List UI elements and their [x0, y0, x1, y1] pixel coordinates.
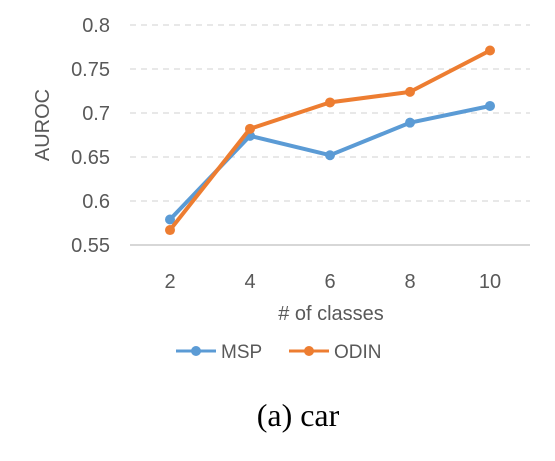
x-axis-label: # of classes [278, 303, 384, 325]
data-point-msp [405, 117, 415, 128]
series-line-msp [168, 104, 492, 222]
x-tick-label: 6 [324, 271, 335, 293]
x-tick-labels: 2 4 6 8 10 [164, 271, 501, 293]
x-tick-label: 2 [164, 271, 175, 293]
series-lines [165, 45, 495, 236]
figure-caption: (a) car [257, 397, 340, 433]
data-point-odin [245, 123, 255, 134]
y-axis-label: AUROC [32, 89, 54, 161]
data-point-msp [485, 100, 495, 111]
y-tick-labels: 0.55 0.6 0.65 0.7 0.75 0.8 [71, 15, 110, 257]
legend-msp-marker [191, 346, 201, 356]
x-tick-label: 8 [404, 271, 415, 293]
data-point-odin [325, 97, 335, 108]
legend-item-odin: ODIN [289, 342, 382, 363]
data-point-odin [405, 86, 415, 97]
legend: MSP ODIN [176, 342, 382, 363]
x-tick-label: 10 [479, 271, 501, 293]
series-line-odin [168, 48, 492, 232]
data-point-msp [165, 214, 175, 225]
y-tick-label: 0.75 [71, 59, 110, 81]
legend-item-msp: MSP [176, 342, 262, 363]
legend-msp-label: MSP [221, 342, 262, 363]
y-tick-label: 0.65 [71, 147, 110, 169]
data-point-odin [165, 225, 175, 236]
legend-odin-label: ODIN [334, 342, 382, 363]
data-point-odin [485, 45, 495, 56]
y-tick-label: 0.7 [82, 103, 110, 125]
data-point-msp [325, 150, 335, 161]
y-tick-label: 0.8 [82, 15, 110, 37]
x-tick-label: 4 [244, 271, 255, 293]
legend-odin-marker [304, 346, 314, 356]
y-tick-label: 0.6 [82, 191, 110, 213]
gridlines [130, 24, 530, 202]
y-tick-label: 0.55 [71, 235, 110, 257]
